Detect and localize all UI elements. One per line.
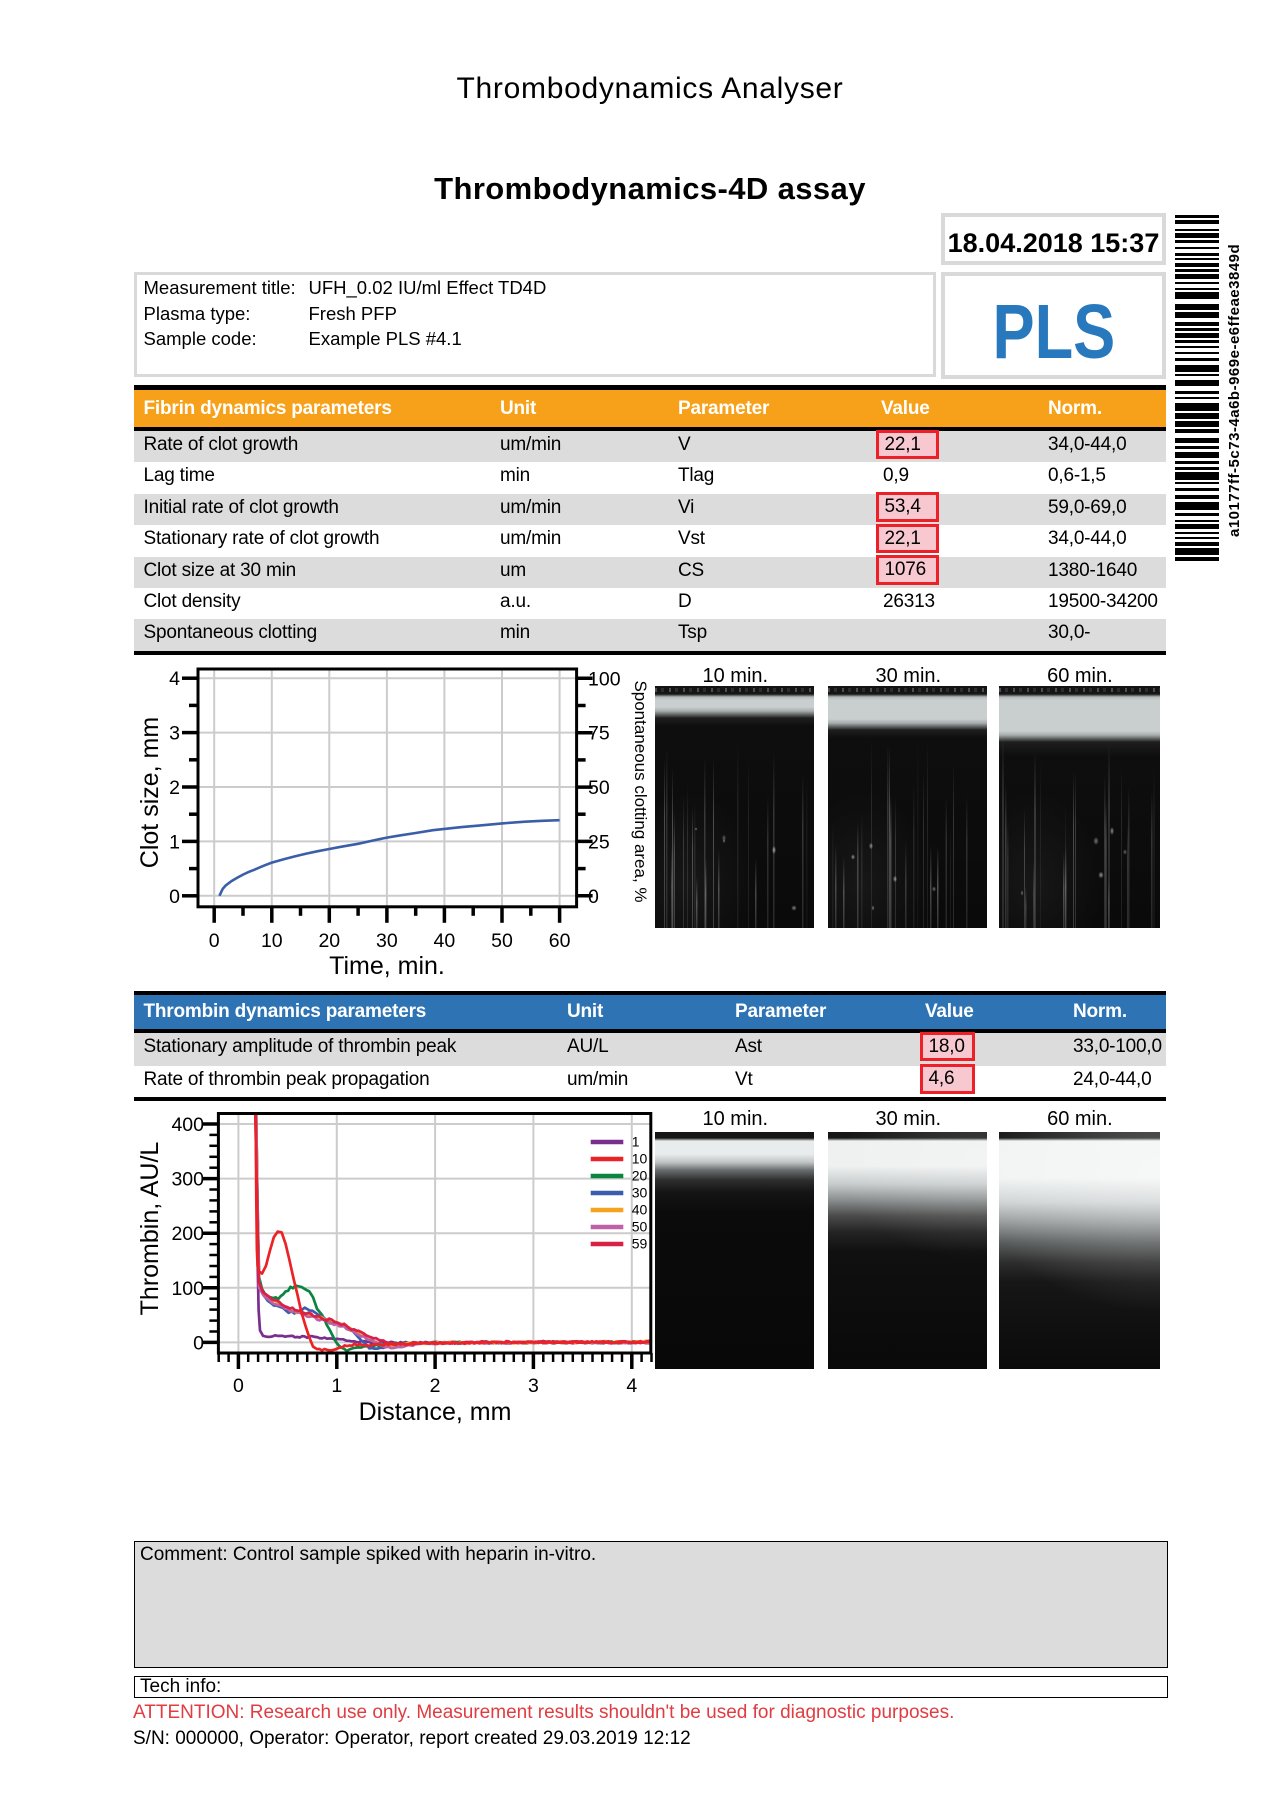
svg-text:60: 60 xyxy=(549,930,571,952)
svg-text:4: 4 xyxy=(626,1375,637,1397)
svg-text:100: 100 xyxy=(588,668,621,690)
svg-text:300: 300 xyxy=(171,1169,204,1191)
svg-text:0: 0 xyxy=(193,1332,204,1354)
svg-text:75: 75 xyxy=(588,723,610,745)
svg-text:40: 40 xyxy=(434,930,456,952)
svg-text:50: 50 xyxy=(588,777,610,799)
svg-text:1: 1 xyxy=(331,1375,342,1397)
svg-text:Clot size, mm: Clot size, mm xyxy=(136,717,164,868)
svg-text:Distance, mm: Distance, mm xyxy=(359,1398,512,1426)
svg-text:Thrombin, AU/L: Thrombin, AU/L xyxy=(136,1142,164,1316)
svg-text:50: 50 xyxy=(491,930,513,952)
svg-text:2: 2 xyxy=(430,1375,441,1397)
svg-text:50: 50 xyxy=(632,1219,648,1235)
svg-text:1: 1 xyxy=(632,1134,640,1150)
svg-text:0: 0 xyxy=(169,886,180,908)
svg-text:10: 10 xyxy=(261,930,283,952)
svg-text:30: 30 xyxy=(632,1185,648,1201)
svg-text:400: 400 xyxy=(171,1114,204,1136)
svg-text:2: 2 xyxy=(169,777,180,799)
svg-text:Spontaneous clotting area, %: Spontaneous clotting area, % xyxy=(631,680,650,902)
svg-text:20: 20 xyxy=(318,930,340,952)
svg-text:0: 0 xyxy=(209,930,220,952)
svg-text:0: 0 xyxy=(588,886,599,908)
svg-text:20: 20 xyxy=(632,1168,648,1184)
svg-text:3: 3 xyxy=(528,1375,539,1397)
svg-text:10: 10 xyxy=(632,1151,648,1167)
svg-text:0: 0 xyxy=(233,1375,244,1397)
svg-text:25: 25 xyxy=(588,831,610,853)
svg-text:Time, min.: Time, min. xyxy=(329,952,445,980)
svg-text:30: 30 xyxy=(376,930,398,952)
svg-text:3: 3 xyxy=(169,723,180,745)
svg-text:1: 1 xyxy=(169,831,180,853)
svg-text:4: 4 xyxy=(169,668,180,690)
svg-text:59: 59 xyxy=(632,1236,648,1252)
svg-text:100: 100 xyxy=(171,1278,204,1300)
svg-text:200: 200 xyxy=(171,1223,204,1245)
svg-text:40: 40 xyxy=(632,1202,648,1218)
